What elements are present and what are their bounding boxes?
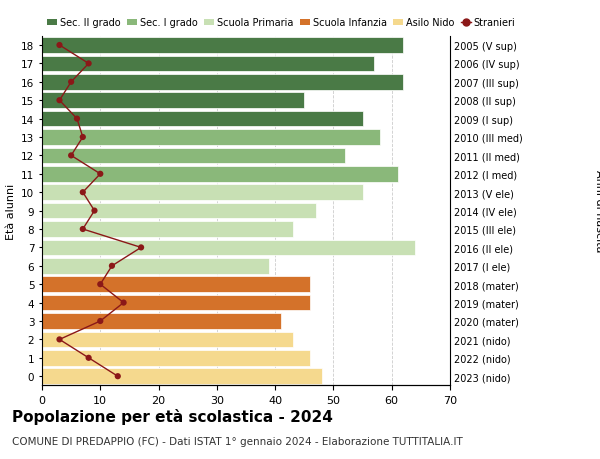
Point [78,226,88,233]
Bar [42,112,362,127]
Point [55,336,64,343]
Point [78,189,88,196]
Text: COMUNE DI PREDAPPIO (FC) - Dati ISTAT 1° gennaio 2024 - Elaborazione TUTTITALIA.: COMUNE DI PREDAPPIO (FC) - Dati ISTAT 1°… [12,436,463,446]
Y-axis label: Anni di nascita: Anni di nascita [595,170,600,252]
Bar [42,277,310,292]
Bar [42,350,310,366]
Point [113,373,122,380]
Bar [42,222,293,237]
Text: Popolazione per età scolastica - 2024: Popolazione per età scolastica - 2024 [12,409,333,425]
Legend: Sec. II grado, Sec. I grado, Scuola Primaria, Scuola Infanzia, Asilo Nido, Stran: Sec. II grado, Sec. I grado, Scuola Prim… [47,18,515,28]
Bar [42,240,415,256]
Point [119,299,128,307]
Point [95,171,105,178]
Point [67,152,76,160]
Point [55,42,64,50]
Bar [42,203,316,219]
Bar [42,130,380,146]
Point [95,281,105,288]
Bar [42,295,310,311]
Bar [42,38,403,54]
Bar [42,75,403,90]
Point [84,354,94,362]
Bar [42,56,374,72]
Point [67,79,76,86]
Point [95,318,105,325]
Point [136,244,146,252]
Point [89,207,99,215]
Bar [42,93,304,109]
Bar [42,332,293,347]
Bar [42,148,345,164]
Bar [42,313,281,329]
Bar [42,258,269,274]
Point [107,263,117,270]
Point [55,97,64,105]
Bar [42,167,398,182]
Y-axis label: Età alunni: Età alunni [5,183,16,239]
Bar [42,185,362,201]
Point [84,61,94,68]
Point [72,116,82,123]
Point [78,134,88,141]
Bar [42,369,322,384]
